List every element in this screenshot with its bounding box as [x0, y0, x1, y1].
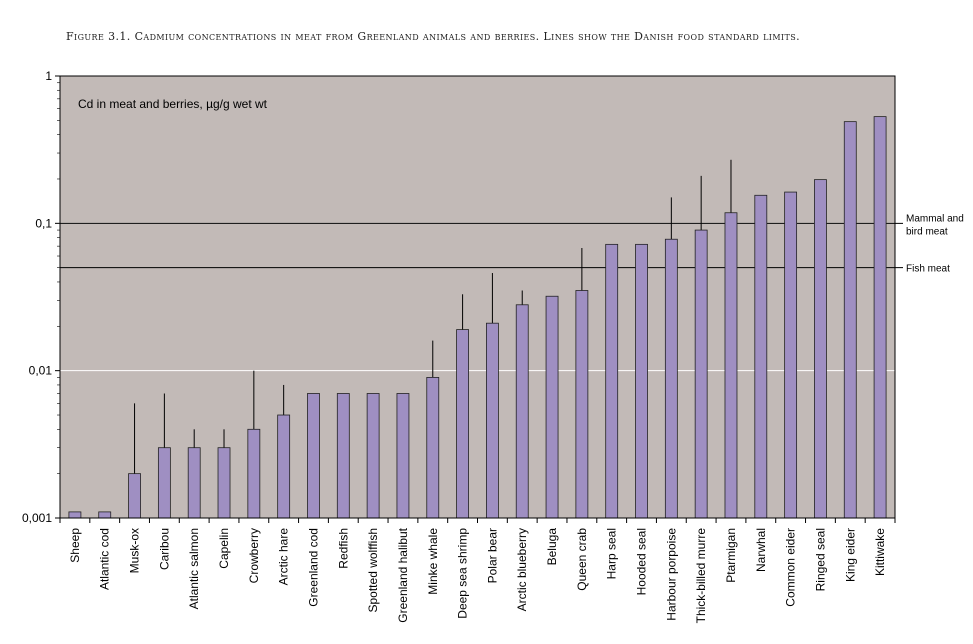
x-tick-label: Hooded seal: [635, 528, 649, 595]
x-axis: Sheep Atlantic cod Musk-ox Caribou Atlantic …: [59, 518, 896, 624]
bar: [68, 511, 82, 519]
error-bars: [134, 159, 732, 474]
x-tick-label: Greenland halibut: [396, 527, 410, 622]
bar: [98, 511, 112, 519]
bar: [664, 238, 678, 519]
x-tick-label: Ptarmigan: [724, 528, 738, 583]
x-tick-label: Atlantic cod: [98, 528, 112, 590]
x-tick-label: Deep sea shrimp: [456, 528, 470, 619]
x-tick-label: Common eider: [784, 528, 798, 607]
x-tick-label: King eider: [843, 528, 857, 582]
bars: [68, 116, 887, 519]
bar: [873, 116, 887, 519]
x-tick-label: Queen crab: [575, 528, 589, 591]
bar: [575, 290, 589, 519]
bar: [694, 229, 708, 519]
bar: [605, 243, 619, 519]
x-tick-label: Polar bear: [485, 528, 499, 583]
bar: [336, 393, 350, 519]
bar: [157, 447, 171, 519]
bar: [396, 393, 410, 519]
bar: [217, 447, 231, 519]
x-tick-label: Ringed seal: [813, 528, 827, 591]
x-tick-label: Arctic hare: [277, 528, 291, 586]
plot-area: [60, 76, 895, 518]
x-tick-label: Musk-ox: [128, 528, 142, 573]
x-tick-label: Atlantic salmon: [187, 528, 201, 609]
x-tick-label: Crowberry: [247, 528, 261, 583]
bar: [635, 243, 648, 519]
figure-caption: Figure 3.1. Cadmium concentrations in me…: [66, 30, 801, 43]
bar: [486, 322, 499, 519]
bar: [426, 377, 440, 519]
reference-line-label: bird meat: [906, 226, 948, 237]
bar: [247, 428, 261, 519]
bar: [128, 473, 141, 519]
bar: [784, 191, 798, 519]
x-tick-label: Thick-billed murre: [694, 528, 708, 624]
x-tick-label: Greenland cod: [306, 528, 320, 607]
x-tick-label: Arctic blueberry: [515, 528, 529, 611]
reference-line-label: Fish meat: [906, 264, 950, 275]
reference-line-label: Mammal and: [906, 213, 964, 224]
bar: [515, 304, 529, 519]
x-tick-label: Caribou: [157, 528, 171, 570]
bar: [754, 194, 768, 519]
x-tick-label: Harp seal: [605, 528, 619, 579]
x-tick-label: Spotted wolffish: [366, 528, 380, 613]
bar: [724, 212, 738, 519]
x-tick-label: Capelin: [217, 528, 231, 569]
y-tick-label: 0,01: [29, 364, 53, 378]
bar: [843, 121, 857, 519]
y-tick-label: 0,001: [22, 511, 52, 525]
x-tick-label: Beluga: [545, 528, 559, 566]
bar: [307, 393, 320, 519]
bar: [814, 179, 827, 519]
y-axis: 0,001 0,01 0,1 1: [22, 69, 60, 525]
x-tick-label: Harbour porpoise: [664, 528, 678, 621]
chart-title: Cd in meat and berries, µg/g wet wt: [78, 97, 268, 111]
x-tick-label: Redfish: [336, 528, 350, 569]
y-tick-label: 0,1: [35, 216, 52, 230]
y-tick-label: 1: [45, 69, 52, 83]
bar: [456, 329, 469, 519]
x-tick-label: Minke whale: [426, 528, 440, 595]
bar: [187, 447, 201, 519]
x-tick-label: Kittiwake: [873, 528, 887, 576]
x-tick-label: Narwhal: [754, 528, 768, 572]
bar: [545, 295, 559, 519]
bar: [366, 393, 380, 519]
x-tick-label: Sheep: [68, 528, 82, 563]
bar: [277, 414, 291, 519]
